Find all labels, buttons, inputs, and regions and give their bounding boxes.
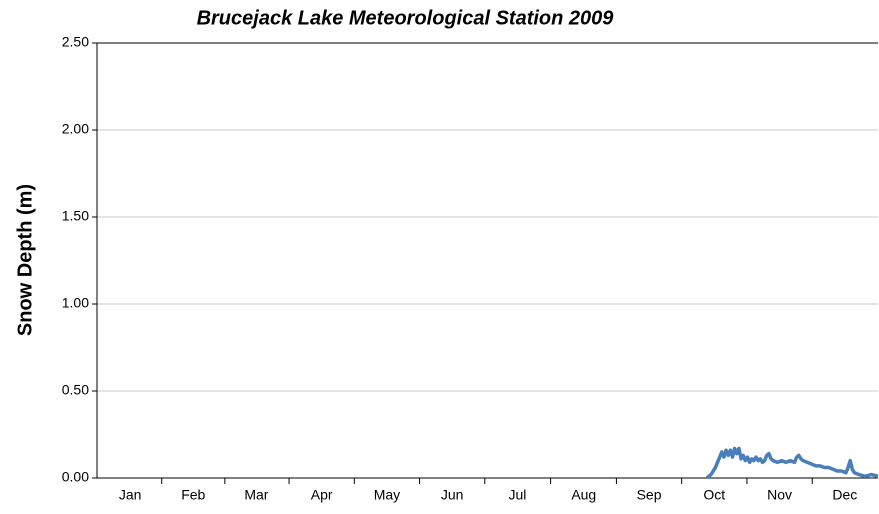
y-tick-label: 2.00 bbox=[62, 121, 89, 137]
x-tick-label: Apr bbox=[311, 487, 333, 503]
x-tick-label: Jun bbox=[441, 487, 464, 503]
x-tick-label: May bbox=[374, 487, 400, 503]
y-tick-label: 0.00 bbox=[62, 469, 89, 485]
y-tick-label: 1.00 bbox=[62, 295, 89, 311]
x-tick-label: Dec bbox=[832, 487, 857, 503]
y-axis-label: Snow Depth (m) bbox=[14, 184, 36, 336]
x-tick-label: Jan bbox=[119, 487, 142, 503]
x-tick-label: Oct bbox=[703, 487, 725, 503]
x-tick-label: Feb bbox=[181, 487, 205, 503]
x-tick-label: Sep bbox=[637, 487, 662, 503]
y-tick-label: 0.50 bbox=[62, 382, 89, 398]
y-tick-label: 2.50 bbox=[62, 34, 89, 50]
x-tick-label: Mar bbox=[244, 487, 268, 503]
x-tick-label: Jul bbox=[509, 487, 527, 503]
y-tick-label: 1.50 bbox=[62, 208, 89, 224]
x-tick-label: Nov bbox=[767, 487, 792, 503]
data-line bbox=[705, 446, 879, 480]
chart-title: Brucejack Lake Meteorological Station 20… bbox=[197, 7, 615, 29]
x-tick-label: Aug bbox=[571, 487, 596, 503]
